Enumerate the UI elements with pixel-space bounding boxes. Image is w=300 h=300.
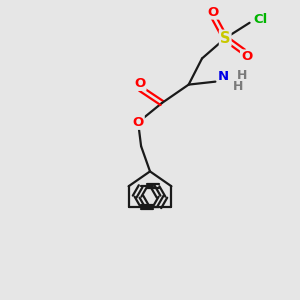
Text: Cl: Cl bbox=[254, 13, 268, 26]
Text: O: O bbox=[134, 77, 146, 90]
Text: H: H bbox=[233, 80, 244, 94]
Text: H: H bbox=[237, 69, 247, 82]
Text: O: O bbox=[133, 116, 144, 129]
Text: O: O bbox=[241, 50, 252, 64]
Text: S: S bbox=[220, 31, 230, 46]
Text: O: O bbox=[208, 6, 219, 19]
Text: N: N bbox=[218, 70, 229, 83]
